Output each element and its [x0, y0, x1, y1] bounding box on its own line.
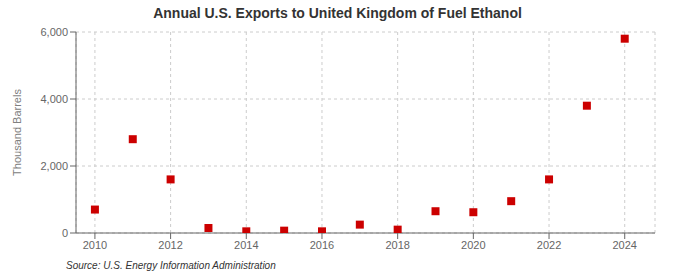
svg-text:2024: 2024	[612, 239, 636, 251]
svg-text:2016: 2016	[310, 239, 334, 251]
html-text:Source: U.S. Energy Informatio: Source: U.S. Energy Information Administ…	[66, 260, 276, 271]
svg-text:Thousand Barrels: Thousand Barrels	[11, 89, 23, 176]
svg-text:2014: 2014	[234, 239, 258, 251]
svg-text:6,000: 6,000	[40, 26, 68, 38]
svg-text:2,000: 2,000	[40, 160, 68, 172]
svg-text:2012: 2012	[158, 239, 182, 251]
svg-text:2010: 2010	[83, 239, 107, 251]
html-text:Annual U.S. Exports to United: Annual U.S. Exports to United Kingdom of…	[153, 5, 522, 21]
svg-text:4,000: 4,000	[40, 93, 68, 105]
svg-text:2022: 2022	[537, 239, 561, 251]
svg-text:2018: 2018	[385, 239, 409, 251]
svg-text:0: 0	[62, 227, 68, 239]
svg-text:2020: 2020	[461, 239, 485, 251]
